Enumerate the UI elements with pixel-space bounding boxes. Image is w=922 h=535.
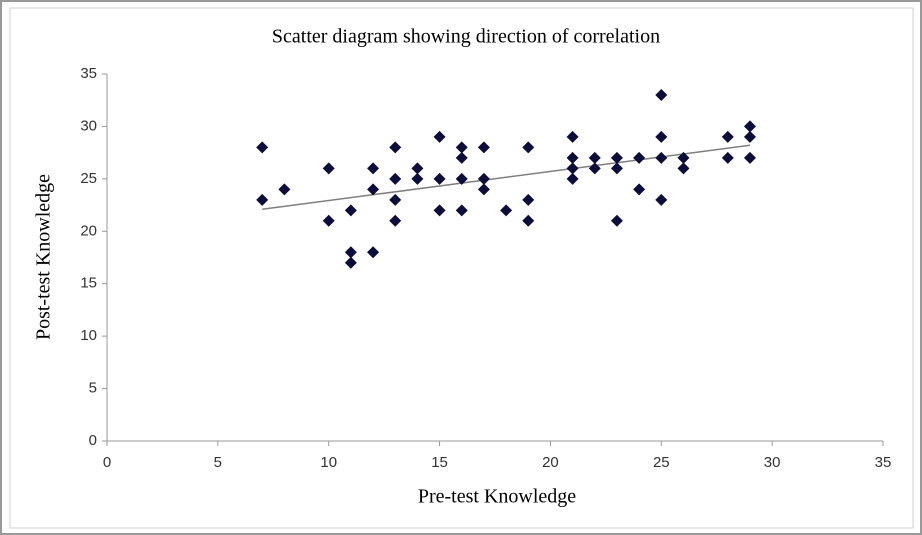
x-tick-label: 15 (431, 454, 448, 471)
point (566, 172, 579, 185)
point (655, 193, 668, 206)
point (655, 151, 668, 164)
y-axis-title: Post-test Knowledge (33, 174, 55, 340)
point (344, 204, 357, 217)
point (721, 130, 734, 143)
point (588, 162, 601, 175)
point (433, 204, 446, 217)
point (322, 214, 335, 227)
point (566, 162, 579, 175)
chart-title: Scatter diagram showing direction of cor… (272, 26, 660, 48)
point (278, 183, 291, 196)
x-tick-label: 35 (875, 454, 892, 471)
point (389, 214, 402, 227)
x-tick-label: 25 (653, 454, 670, 471)
point (477, 141, 490, 154)
point (367, 183, 380, 196)
y-tick-label: 15 (80, 275, 97, 292)
y-tick-label: 20 (80, 222, 97, 239)
chart-area (9, 7, 914, 529)
point (455, 204, 468, 217)
point (322, 162, 335, 175)
point (677, 162, 690, 175)
point (344, 256, 357, 269)
point (566, 130, 579, 143)
point (256, 193, 269, 206)
point (588, 151, 601, 164)
x-tick-label: 10 (320, 454, 337, 471)
point (477, 183, 490, 196)
point (610, 151, 623, 164)
point (655, 130, 668, 143)
point (633, 151, 646, 164)
point (522, 193, 535, 206)
point (433, 172, 446, 185)
point (433, 130, 446, 143)
x-tick-label: 5 (214, 454, 222, 471)
point (721, 151, 734, 164)
point (256, 141, 269, 154)
x-tick-label: 20 (542, 454, 559, 471)
x-tick-label: 30 (764, 454, 781, 471)
point (455, 141, 468, 154)
point (610, 162, 623, 175)
point (411, 162, 424, 175)
point (610, 214, 623, 227)
y-tick-label: 0 (89, 432, 97, 449)
point (367, 162, 380, 175)
point (743, 130, 756, 143)
trendline (262, 144, 751, 211)
point (655, 88, 668, 101)
point (344, 246, 357, 259)
point (389, 141, 402, 154)
point (743, 151, 756, 164)
point (566, 151, 579, 164)
point (389, 193, 402, 206)
point (411, 172, 424, 185)
y-tick-label: 10 (80, 327, 97, 344)
point (743, 120, 756, 133)
point (633, 183, 646, 196)
y-tick-label: 25 (80, 170, 97, 187)
x-axis-title: Pre-test Knowledge (418, 486, 576, 508)
point (367, 246, 380, 259)
point (522, 214, 535, 227)
y-tick-label: 30 (80, 117, 97, 134)
point (455, 151, 468, 164)
y-tick-label: 35 (80, 65, 97, 82)
y-tick-label: 5 (89, 380, 97, 397)
x-tick-label: 0 (103, 454, 111, 471)
point (677, 151, 690, 164)
point (389, 172, 402, 185)
point (477, 172, 490, 185)
point (522, 141, 535, 154)
point (500, 204, 513, 217)
point (455, 172, 468, 185)
